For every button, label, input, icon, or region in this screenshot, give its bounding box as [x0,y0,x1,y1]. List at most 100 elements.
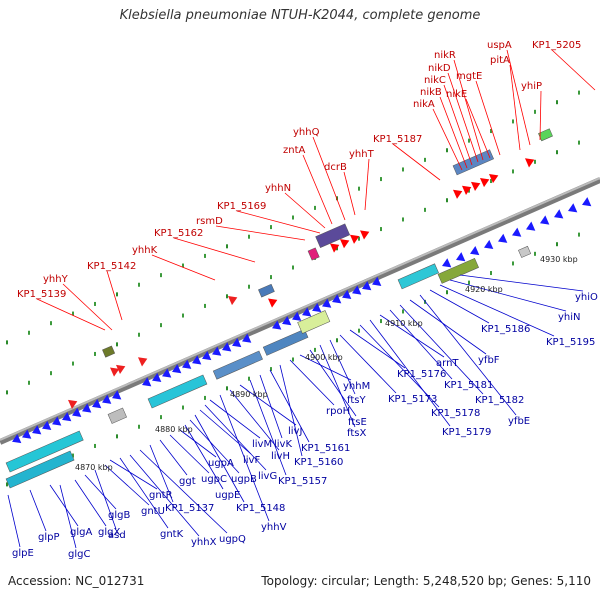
label-leader-line [364,158,370,211]
track-dot [468,280,470,285]
label-leader-line [109,459,158,490]
forward-gene-arrow [488,174,499,184]
gene-label-reverse: glgX [98,527,120,538]
track-dot [248,376,250,381]
label-leader-line [184,424,224,490]
gene-label-reverse: yhhM [343,381,370,392]
label-leader-line [284,192,326,229]
gene-label-reverse: livG [258,471,277,482]
track-dot [72,453,74,458]
reverse-gene-arrow [52,416,62,426]
label-leader-line [369,319,451,427]
reverse-gene-arrow [322,298,332,308]
gene-block-cyan [397,263,439,290]
label-leader-line [343,171,356,216]
gene-label-reverse: KP1_5181 [444,380,493,391]
label-leader-line [84,474,117,510]
kbp-tick-label: 4870 kbp [75,463,113,472]
label-leader-line [259,374,283,439]
track-dot [270,367,272,372]
track-dot [358,186,360,191]
label-leader-line [29,489,47,532]
gene-label-reverse: ftsE [348,417,367,428]
track-dot [512,119,514,124]
reverse-gene-arrow [470,245,480,256]
gene-label-reverse: arnT [436,358,459,369]
track-dot [72,361,74,366]
label-leader-line [279,364,303,457]
gene-label-reverse: KP1_5137 [165,503,214,514]
label-leader-line [159,439,188,476]
track-dot [292,265,294,270]
gene-block-gray [518,245,532,258]
gene-label-forward: yhhQ [293,127,320,138]
label-leader-line [439,96,468,169]
label-leader-line [299,354,352,381]
label-leader-line [62,283,113,331]
label-leader-line [349,329,406,369]
forward-gene-arrow [267,298,278,308]
track-dot [446,148,448,153]
label-leader-line [74,479,107,527]
accession-text: Accession: NC_012731 [8,574,145,588]
track-dot [6,390,8,395]
label-leader-line [249,379,287,476]
track-dot [138,332,140,337]
track-dot [182,263,184,268]
gene-label-forward: KP1_5142 [87,261,136,272]
gene-block-magenta [307,247,320,261]
gene-label-reverse: KP1_5179 [442,427,491,438]
gene-label-reverse: gntK [160,529,184,540]
gene-label-forward: yhhY [43,274,69,285]
forward-gene-arrow [109,367,120,377]
reverse-gene-arrow [484,239,494,250]
reverse-gene-arrow [62,412,72,422]
label-leader-line [219,394,270,522]
reverse-gene-arrow [540,215,550,225]
label-leader-line [399,304,484,395]
reverse-gene-arrow [142,377,152,387]
label-leader-line [459,274,584,292]
kbp-tick-label: 4910 kbp [385,319,423,328]
gene-label-reverse: glpP [38,532,60,543]
reverse-gene-arrow [172,364,182,374]
gene-label-forward: zntA [283,145,306,156]
gene-block-purple [315,223,351,248]
label-leader-line [509,64,521,151]
label-leader-line [392,143,441,181]
label-leader-line [104,464,150,506]
track-dot [490,129,492,134]
reverse-gene-arrow [302,307,312,317]
gene-label-reverse: glgA [70,527,92,538]
reverse-gene-arrow [242,333,252,343]
track-dot [50,321,52,326]
track-dot [160,323,162,328]
gene-label-forward: nikC [424,75,446,86]
gene-label-forward: pitA [490,55,510,66]
gene-label-reverse: yhhX [191,537,217,548]
gene-label-reverse: KP1_5160 [294,457,343,468]
track-dot [556,242,558,247]
gene-label-reverse: glpE [12,548,34,559]
track-dot [512,261,514,266]
gene-label-forward: yhhT [349,149,375,160]
track-dot [248,284,250,289]
forward-gene-arrow [452,189,463,199]
reverse-gene-arrow [212,346,222,356]
gene-label-reverse: KP1_5195 [546,337,595,348]
forward-gene-arrow [227,295,238,306]
gene-label-reverse: rpoH [326,406,350,417]
label-leader-line [302,154,333,225]
track-dot [204,395,206,400]
gene-label-reverse: asd [108,530,126,541]
genome-title: Klebsiella pneumoniae NTUH-K2044, comple… [119,8,481,23]
gene-label-forward: dcrB [324,162,347,173]
reverse-gene-arrow [342,289,352,300]
gene-block-blue [258,283,275,298]
track-dot [160,273,162,278]
reverse-gene-arrow [498,233,508,243]
track-dot [94,301,96,306]
track-dot [402,217,404,222]
gene-label-reverse: ugpC [201,474,227,485]
